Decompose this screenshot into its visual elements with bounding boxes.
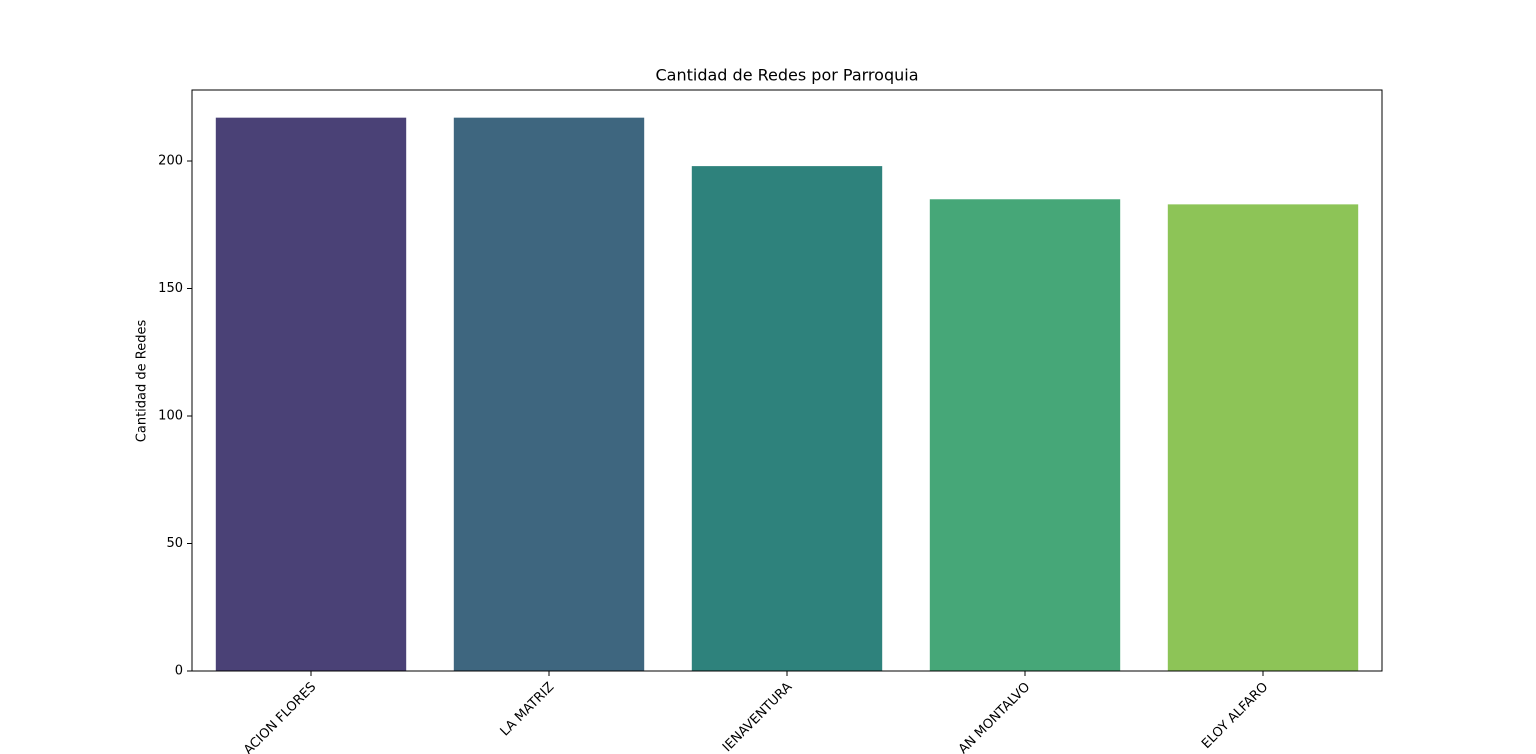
y-tick-label: 150 <box>158 281 183 296</box>
y-tick-label: 50 <box>166 536 183 551</box>
bar <box>1167 204 1359 671</box>
x-tick-label: IENAVENTURA <box>720 680 795 754</box>
y-tick-label: 200 <box>158 154 183 169</box>
chart-title: Cantidad de Redes por Parroquia <box>656 66 919 85</box>
bar <box>929 199 1121 671</box>
bar <box>691 166 883 671</box>
y-tick-label: 0 <box>175 664 183 679</box>
y-axis-label: Cantidad de Redes <box>135 320 150 443</box>
x-tick-label: LA MATRIZ <box>498 680 558 740</box>
x-tick-label: ACION FLORES <box>241 680 319 754</box>
x-tick-label: ELOY ALFARO <box>1199 680 1271 752</box>
bar <box>215 117 407 671</box>
plot-frame <box>191 89 1383 672</box>
x-tick-label: AN MONTALVO <box>956 680 1033 754</box>
y-tick-label: 100 <box>158 409 183 424</box>
bar <box>453 117 645 671</box>
